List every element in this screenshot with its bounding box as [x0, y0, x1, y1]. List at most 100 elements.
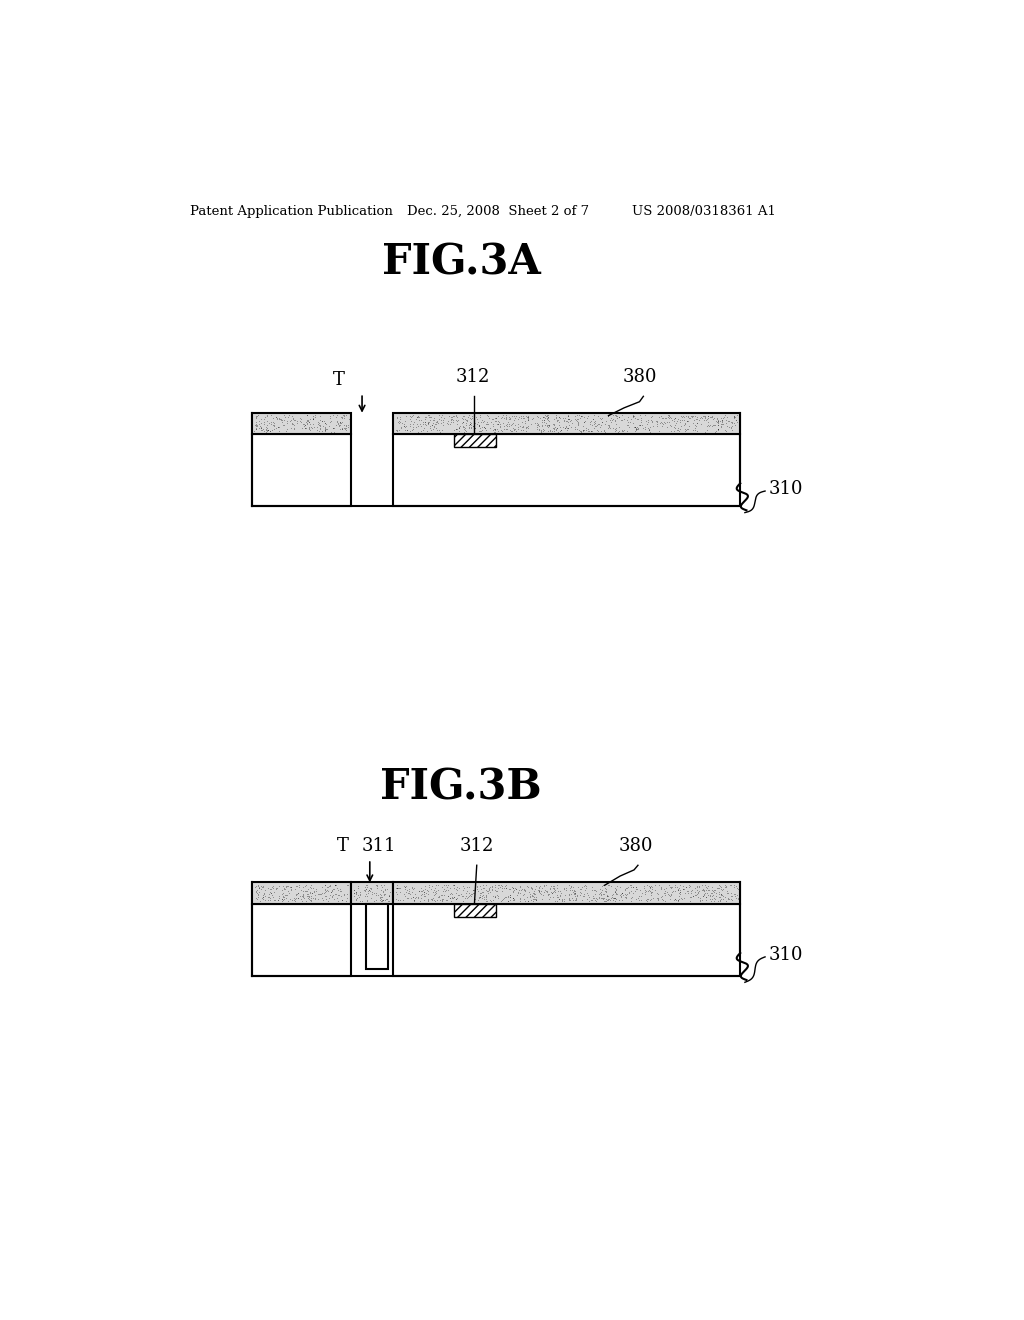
Point — [469, 876, 485, 898]
Point — [698, 409, 715, 430]
Point — [685, 420, 701, 441]
Point — [657, 884, 674, 906]
Point — [671, 876, 687, 898]
Point — [515, 884, 531, 906]
Point — [643, 884, 659, 906]
Point — [261, 412, 278, 433]
Point — [503, 414, 519, 436]
Point — [248, 887, 264, 908]
Point — [593, 884, 609, 906]
Point — [572, 883, 589, 904]
Point — [499, 418, 515, 440]
Point — [607, 878, 624, 899]
Point — [404, 404, 421, 425]
Point — [472, 884, 488, 906]
Point — [429, 411, 445, 432]
Point — [607, 409, 624, 430]
Point — [726, 883, 742, 904]
Point — [516, 878, 532, 899]
Point — [643, 876, 659, 898]
Point — [471, 416, 487, 437]
Point — [249, 416, 265, 437]
Point — [390, 412, 407, 433]
Point — [625, 405, 641, 426]
Point — [620, 414, 636, 436]
Point — [695, 880, 712, 902]
Point — [311, 883, 328, 904]
Point — [712, 875, 728, 896]
Point — [705, 883, 721, 904]
Point — [506, 888, 522, 909]
Point — [495, 880, 511, 902]
Point — [649, 890, 666, 911]
Point — [729, 405, 745, 426]
Point — [683, 880, 699, 902]
Point — [478, 404, 495, 425]
Point — [676, 407, 692, 428]
Point — [481, 879, 498, 900]
Point — [274, 890, 291, 911]
Point — [267, 407, 284, 428]
Point — [300, 886, 316, 907]
Point — [284, 412, 300, 433]
Point — [314, 876, 331, 898]
Point — [440, 886, 457, 907]
Point — [316, 413, 333, 434]
Point — [673, 405, 689, 426]
Point — [572, 408, 589, 429]
Point — [472, 883, 488, 904]
Point — [653, 887, 670, 908]
Point — [726, 407, 742, 428]
Point — [418, 882, 434, 903]
Point — [688, 883, 705, 904]
Point — [524, 878, 541, 899]
Point — [578, 417, 594, 438]
Point — [713, 884, 729, 906]
Point — [295, 413, 311, 434]
Point — [639, 891, 655, 912]
Point — [505, 878, 521, 899]
Point — [421, 412, 437, 433]
Point — [570, 409, 587, 430]
Point — [258, 418, 274, 440]
Point — [599, 414, 615, 436]
Point — [424, 875, 440, 896]
Point — [728, 409, 744, 430]
Point — [274, 886, 291, 907]
Point — [679, 418, 695, 440]
Polygon shape — [393, 412, 740, 434]
Point — [327, 875, 343, 896]
Point — [434, 888, 451, 909]
Point — [255, 887, 271, 908]
Point — [325, 879, 341, 900]
Point — [701, 884, 718, 906]
Point — [470, 414, 486, 436]
Point — [589, 414, 605, 436]
Point — [265, 875, 282, 896]
Point — [313, 883, 330, 904]
Point — [287, 891, 303, 912]
Point — [334, 890, 350, 911]
Point — [521, 882, 538, 903]
Point — [555, 878, 571, 899]
Point — [524, 886, 541, 907]
Point — [332, 880, 348, 902]
Point — [435, 408, 452, 429]
Point — [334, 418, 350, 440]
Point — [330, 414, 346, 436]
Point — [694, 878, 711, 899]
Point — [400, 883, 417, 904]
Point — [699, 879, 716, 900]
Point — [376, 883, 392, 904]
Point — [406, 412, 422, 433]
Point — [328, 874, 344, 895]
Point — [675, 409, 691, 430]
Point — [642, 878, 658, 899]
Polygon shape — [252, 434, 351, 507]
Point — [607, 421, 624, 442]
Point — [677, 420, 693, 441]
Point — [455, 875, 471, 896]
Point — [432, 890, 449, 911]
Point — [251, 411, 267, 432]
Point — [653, 414, 670, 436]
